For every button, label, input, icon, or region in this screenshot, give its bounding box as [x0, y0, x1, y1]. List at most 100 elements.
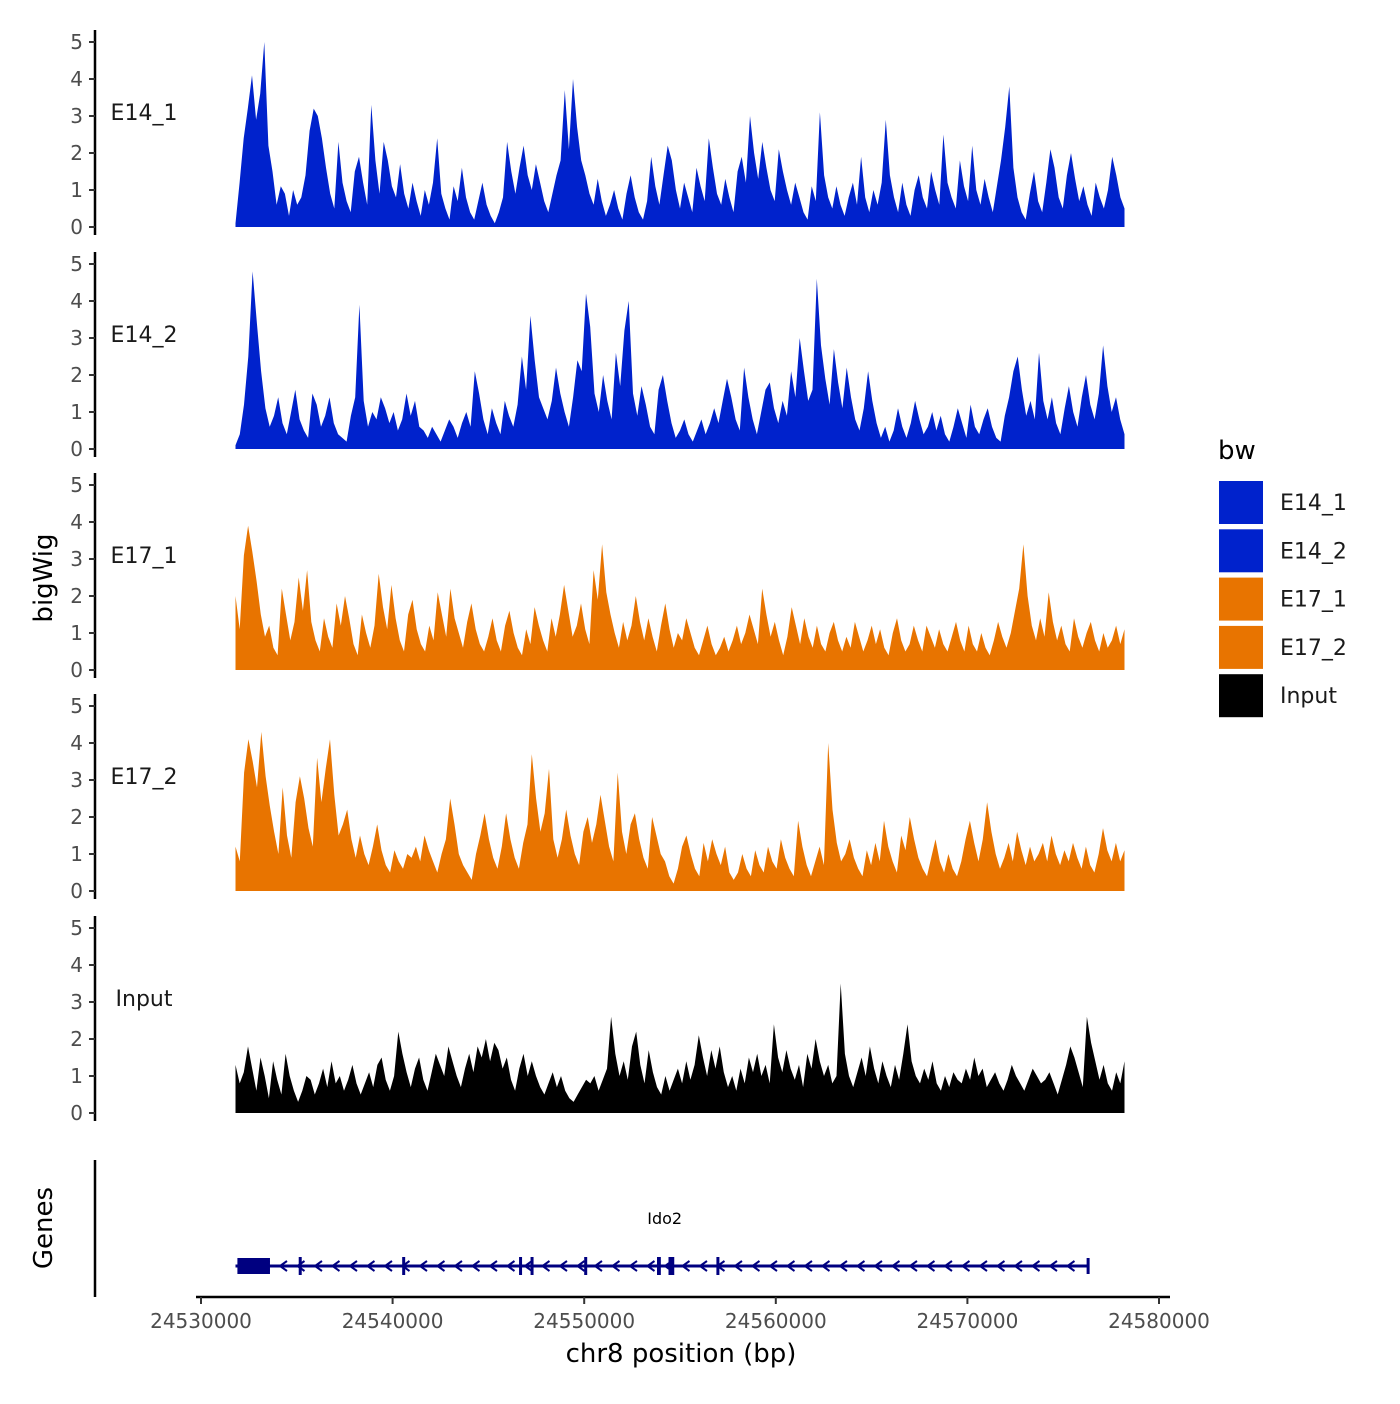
strand-arrow-icon — [873, 1260, 883, 1272]
strand-arrow-icon — [978, 1260, 988, 1272]
strand-arrow-icon — [645, 1260, 656, 1272]
strand-arrow-icon — [1048, 1260, 1058, 1272]
track-label-Input: Input — [116, 987, 173, 1012]
y-tick-label: 2 — [70, 141, 83, 165]
y-tick-label: 2 — [70, 805, 83, 829]
legend-title: bw — [1218, 436, 1256, 466]
y-tick-label: 5 — [70, 252, 83, 276]
strand-arrow-icon — [540, 1260, 551, 1272]
track-E17_1: 0 1 2 3 4 5 E17_1 — [70, 473, 1125, 682]
strand-arrow-icon — [313, 1260, 323, 1272]
strand-arrow-icon — [820, 1260, 831, 1272]
strand-arrow-icon — [295, 1260, 306, 1272]
coverage-area-E17_1 — [235, 525, 1125, 670]
legend-swatch-Input — [1219, 674, 1263, 718]
coverage-tracks: 0 1 2 3 4 5 E14_1 0 1 2 3 4 5 E14_2 0 1 2 3 4 5 E17_1 0 1 2 3 4 5 E… — [70, 30, 1125, 1125]
x-axis: 24530000 24540000 24550000 24560000 24570000… — [150, 1295, 1210, 1333]
y-tick-label: 3 — [70, 104, 83, 128]
legend-swatch-E14_2 — [1219, 529, 1263, 573]
coverage-area-E14_2 — [235, 271, 1125, 449]
gene-exon — [519, 1257, 523, 1275]
legend-label-E14_1: E14_1 — [1280, 491, 1347, 516]
strand-arrow-icon — [733, 1260, 743, 1272]
strand-arrow-icon — [470, 1260, 481, 1272]
track-E14_1: 0 1 2 3 4 5 E14_1 — [70, 30, 1125, 239]
track-Input: 0 1 2 3 4 5 Input — [70, 916, 1125, 1125]
x-tick-label: 24540000 — [342, 1309, 444, 1333]
y-tick-label: 5 — [70, 30, 83, 54]
track-label-E17_2: E17_2 — [111, 765, 178, 790]
gene-track: Ido2 — [93, 1160, 1090, 1297]
legend-swatch-E14_1 — [1219, 481, 1263, 524]
x-axis-title: chr8 position (bp) — [566, 1339, 797, 1369]
coverage-area-E17_2 — [235, 731, 1125, 891]
strand-arrow-icon — [1065, 1260, 1076, 1272]
y-tick-label: 5 — [70, 694, 83, 718]
y-tick-label: 3 — [70, 990, 83, 1014]
y-tick-label: 5 — [70, 916, 83, 940]
legend-label-E14_2: E14_2 — [1280, 539, 1347, 564]
y-tick-label: 4 — [70, 953, 83, 977]
y-tick-label: 2 — [70, 1027, 83, 1051]
y-tick-label: 1 — [70, 400, 83, 424]
strand-arrow-icon — [995, 1260, 1006, 1272]
y-tick-label: 1 — [70, 178, 83, 202]
strand-arrow-icon — [908, 1260, 918, 1272]
gene-exon — [584, 1257, 588, 1275]
y-tick-label: 4 — [70, 510, 83, 534]
track-label-E17_1: E17_1 — [111, 544, 178, 569]
y-tick-label: 2 — [70, 363, 83, 387]
x-tick-label: 24580000 — [1108, 1309, 1210, 1333]
coverage-area-Input — [235, 983, 1125, 1113]
y-tick-label: 2 — [70, 584, 83, 608]
y-tick-label: 0 — [70, 1101, 83, 1125]
y-tick-label: 0 — [70, 658, 83, 682]
legend-swatch-E17_2 — [1219, 625, 1263, 669]
genes-track-title: Genes — [29, 1187, 59, 1269]
strand-arrow-icon — [698, 1260, 708, 1272]
strand-arrow-icon — [348, 1260, 358, 1272]
y-tick-label: 1 — [70, 842, 83, 866]
y-tick-label: 4 — [70, 731, 83, 755]
x-tick-label: 24530000 — [150, 1309, 252, 1333]
legend-label-Input: Input — [1280, 684, 1337, 709]
y-tick-label: 0 — [70, 215, 83, 239]
y-axis-title: bigWig — [29, 533, 59, 622]
gene-exon — [237, 1258, 270, 1274]
legend-label-E17_2: E17_2 — [1280, 636, 1347, 661]
gene-exon — [402, 1257, 406, 1275]
gene-exon — [530, 1257, 534, 1275]
strand-arrow-icon — [435, 1260, 446, 1272]
track-E14_2: 0 1 2 3 4 5 E14_2 — [70, 252, 1125, 461]
strand-arrow-icon — [523, 1260, 533, 1272]
strand-arrow-icon — [593, 1260, 603, 1272]
y-tick-label: 0 — [70, 879, 83, 903]
y-tick-label: 3 — [70, 326, 83, 350]
x-tick-label: 24570000 — [917, 1309, 1019, 1333]
strand-arrow-icon — [1013, 1260, 1023, 1272]
strand-arrow-icon — [610, 1260, 621, 1272]
gene-name-label: Ido2 — [647, 1209, 682, 1228]
strand-arrow-icon — [453, 1260, 463, 1272]
strand-arrow-icon — [680, 1260, 691, 1272]
strand-arrow-icon — [943, 1260, 953, 1272]
strand-arrow-icon — [575, 1260, 586, 1272]
y-tick-label: 1 — [70, 621, 83, 645]
x-tick-label: 24550000 — [533, 1309, 635, 1333]
x-tick-label: 24560000 — [725, 1309, 827, 1333]
strand-arrow-icon — [418, 1260, 428, 1272]
gene-exon — [668, 1257, 675, 1275]
track-E17_2: 0 1 2 3 4 5 E17_2 — [70, 694, 1125, 903]
strand-arrow-icon — [1030, 1260, 1041, 1272]
strand-arrow-icon — [628, 1260, 638, 1272]
strand-arrow-icon — [278, 1260, 288, 1272]
strand-arrow-icon — [505, 1260, 516, 1272]
y-tick-label: 5 — [70, 473, 83, 497]
strand-arrow-icon — [803, 1260, 813, 1272]
strand-arrow-icon — [838, 1260, 848, 1272]
strand-arrow-icon — [365, 1260, 376, 1272]
strand-arrow-icon — [768, 1260, 778, 1272]
strand-arrow-icon — [750, 1260, 761, 1272]
